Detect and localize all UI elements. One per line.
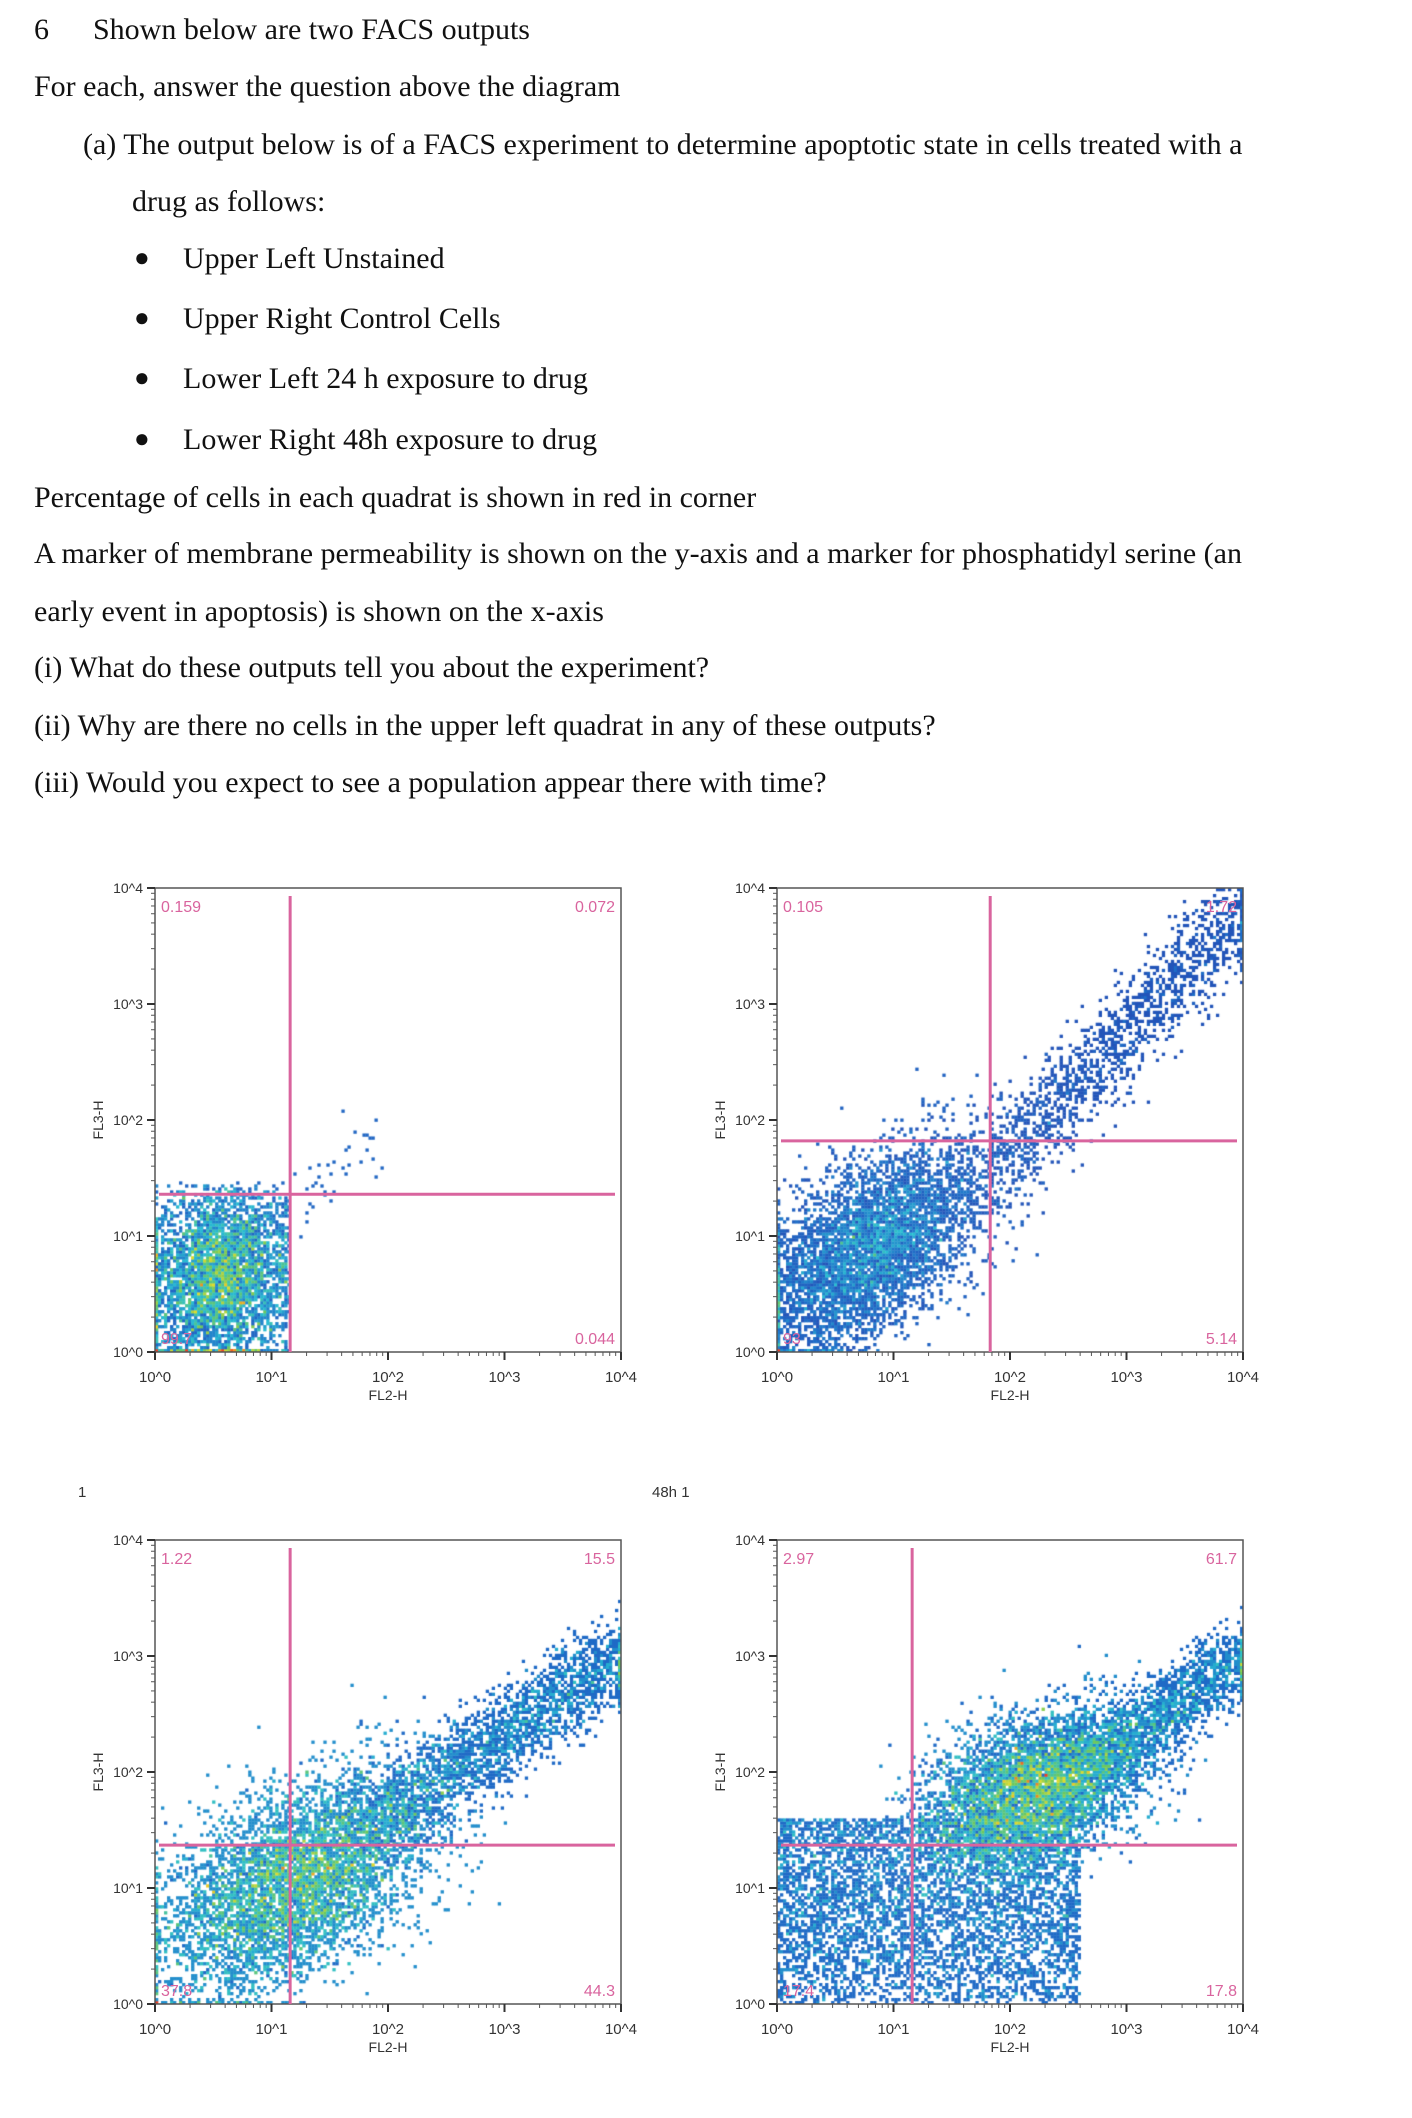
x-tick-label: 10^3	[488, 1369, 520, 1386]
y-axis-label: FL3-H	[90, 1101, 106, 1140]
quadrant-percent-ur: 15.5	[584, 1551, 615, 1568]
y-tick-label: 10^4	[113, 1532, 143, 1548]
scatter-density-points	[777, 888, 1243, 1352]
x-tick-label: 10^2	[994, 1369, 1026, 1386]
x-tick-label: 10^1	[877, 1369, 909, 1386]
y-axis-label: FL3-H	[712, 1101, 728, 1140]
y-tick-label: 10^4	[735, 1532, 765, 1548]
plot-caption: 1	[78, 1484, 87, 1501]
bullet-item: Upper Right Control Cells	[183, 302, 501, 335]
plot-axes: 10^0 10^0 10^1 10^1 10^2 10^2 10^3 10^3 10^4 10^4…	[712, 1532, 1259, 2055]
y-tick-label: 10^0	[735, 1344, 765, 1360]
bullet-icon: ●	[134, 243, 150, 272]
quadrant-percent-ur: 0.072	[575, 899, 615, 916]
instruction: For each, answer the question above the …	[34, 70, 621, 103]
y-axis-label: FL3-H	[90, 1753, 106, 1792]
quadrant-percent-ul: 2.97	[783, 1551, 814, 1568]
bullet-item: Lower Left 24 h exposure to drug	[183, 362, 588, 395]
quadrant-percent-ll: 93	[783, 1331, 801, 1348]
bullet-icon: ●	[134, 363, 150, 392]
y-axis-label: FL3-H	[712, 1753, 728, 1792]
x-tick-label: 10^4	[1227, 1369, 1259, 1386]
quadrant-percent-ll: 99.7	[161, 1331, 192, 1348]
y-tick-label: 10^0	[113, 1344, 143, 1360]
x-tick-label: 10^3	[488, 2021, 520, 2038]
quadrant-percent-ul: 1.22	[161, 1551, 192, 1568]
note-axes-cont: early event in apoptosis) is shown on th…	[34, 595, 604, 628]
quadrant-percent-ul: 0.105	[783, 899, 823, 916]
part-a-text: (a) The output below is of a FACS experi…	[83, 128, 1243, 161]
x-tick-label: 10^0	[139, 2021, 171, 2038]
y-tick-label: 10^2	[735, 1764, 765, 1780]
x-tick-label: 10^3	[1110, 1369, 1142, 1386]
plot-frame	[154, 887, 622, 1353]
y-tick-label: 10^4	[113, 880, 143, 896]
scatter-density-points	[777, 1540, 1243, 2004]
bullet-icon: ●	[134, 303, 150, 332]
plot-caption: 48h 1	[652, 1484, 690, 1501]
question-number: 6	[34, 13, 49, 46]
quadrant-percent-ul: 0.159	[161, 899, 201, 916]
x-tick-label: 10^4	[1227, 2021, 1259, 2038]
x-axis-label: FL2-H	[369, 2039, 408, 2055]
plot-axes: 10^0 10^0 10^1 10^1 10^2 10^2 10^3 10^3 10^4 10^4…	[90, 1532, 637, 2055]
y-tick-label: 10^4	[735, 880, 765, 896]
quadrant-percent-lr: 17.8	[1206, 1983, 1237, 2000]
y-tick-label: 10^3	[735, 996, 765, 1012]
x-tick-label: 10^4	[605, 1369, 637, 1386]
x-tick-label: 10^4	[605, 2021, 637, 2038]
x-tick-label: 10^0	[761, 1369, 793, 1386]
bullet-item: Upper Left Unstained	[183, 242, 445, 275]
quadrant-percent-lr: 5.14	[1206, 1331, 1237, 1348]
y-tick-label: 10^2	[113, 1764, 143, 1780]
quadrant-percent-ur: 1.72	[1206, 899, 1237, 916]
y-tick-label: 10^0	[735, 1996, 765, 2012]
x-tick-label: 10^1	[255, 1369, 287, 1386]
x-tick-label: 10^0	[139, 1369, 171, 1386]
quadrant-percent-lr: 0.044	[575, 1331, 615, 1348]
quadrant-percent-lr: 44.3	[584, 1983, 615, 2000]
y-tick-label: 10^0	[113, 1996, 143, 2012]
y-tick-label: 10^2	[735, 1112, 765, 1128]
x-tick-label: 10^0	[761, 2021, 793, 2038]
plot-axes: 10^0 10^0 10^1 10^1 10^2 10^2 10^3 10^3 10^4 10^4…	[90, 880, 637, 1403]
plot-axes: 10^0 10^0 10^1 10^1 10^2 10^2 10^3 10^3 10^4 10^4…	[712, 880, 1259, 1403]
note-quadrat: Percentage of cells in each quadrat is s…	[34, 481, 757, 514]
y-tick-label: 10^3	[113, 1648, 143, 1664]
y-tick-label: 10^1	[735, 1228, 765, 1244]
x-tick-label: 10^2	[372, 1369, 404, 1386]
quadrant-percent-ur: 61.7	[1206, 1551, 1237, 1568]
x-axis-label: FL2-H	[991, 1387, 1030, 1403]
x-tick-label: 10^2	[994, 2021, 1026, 2038]
question-iii: (iii) Would you expect to see a populati…	[34, 766, 827, 799]
bullet-item: Lower Right 48h exposure to drug	[183, 423, 598, 456]
y-tick-label: 10^1	[113, 1880, 143, 1896]
plot-frame	[154, 1539, 622, 2005]
y-tick-label: 10^1	[735, 1880, 765, 1896]
scatter-density-points	[155, 1540, 621, 2004]
y-tick-label: 10^2	[113, 1112, 143, 1128]
x-axis-label: FL2-H	[991, 2039, 1030, 2055]
quadrant-percent-ll: 17.4	[783, 1983, 814, 2000]
x-axis-label: FL2-H	[369, 1387, 408, 1403]
x-tick-label: 10^1	[877, 2021, 909, 2038]
y-tick-label: 10^3	[735, 1648, 765, 1664]
y-tick-label: 10^1	[113, 1228, 143, 1244]
part-a-text-cont: drug as follows:	[132, 185, 326, 218]
plot-frame	[776, 1539, 1244, 2005]
plot-frame	[776, 887, 1244, 1353]
question-ii: (ii) Why are there no cells in the upper…	[34, 709, 936, 742]
question-i: (i) What do these outputs tell you about…	[34, 651, 710, 684]
quadrant-percent-ll: 37.8	[161, 1983, 192, 2000]
y-tick-label: 10^3	[113, 996, 143, 1012]
bullet-icon: ●	[134, 424, 150, 453]
note-axes: A marker of membrane permeability is sho…	[34, 537, 1242, 570]
scatter-density-points	[155, 888, 621, 1352]
x-tick-label: 10^2	[372, 2021, 404, 2038]
x-tick-label: 10^1	[255, 2021, 287, 2038]
x-tick-label: 10^3	[1110, 2021, 1142, 2038]
question-title: Shown below are two FACS outputs	[93, 13, 530, 46]
